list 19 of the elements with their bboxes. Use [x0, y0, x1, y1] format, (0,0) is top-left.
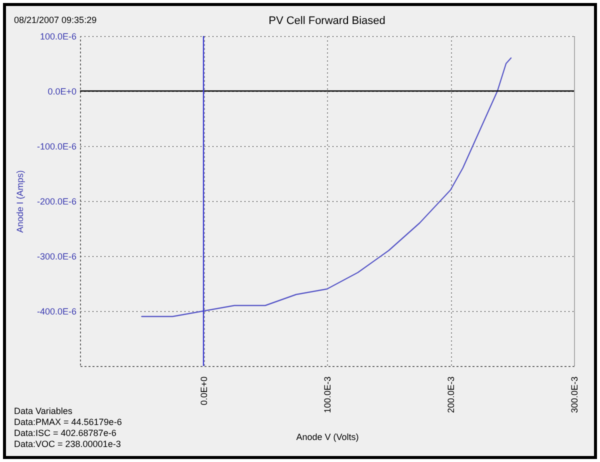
y-tick-label: -300.0E-6 [36, 252, 76, 262]
line-series [141, 57, 512, 318]
y-tick-label: 0.0E+0 [48, 86, 76, 96]
chart-title: PV Cell Forward Biased [268, 15, 386, 27]
text: Data:PMAX = 44.56179e-6 [14, 417, 122, 428]
x-tick-label: 100.0E-3 [322, 376, 332, 414]
y-tick-label: 100.0E-6 [40, 32, 76, 42]
x-axis-title: Anode V (Volts) [296, 432, 359, 442]
text: 08/21/2007 09:35:29 [14, 15, 97, 26]
text: Data:ISC = 402.68787e-6 [14, 428, 116, 439]
text: Data Variables [14, 406, 72, 417]
y-axis-title: Anode I (Amps) [14, 170, 25, 233]
x-tick-label: 300.0E-3 [570, 376, 580, 414]
y-tick-label: -200.0E-6 [36, 196, 76, 206]
text: Data:VOC = 238.00001e-3 [14, 439, 121, 450]
y-tick-label: -100.0E-6 [36, 142, 76, 152]
y-tick-label: -400.0E-6 [36, 306, 76, 316]
x-tick-label: 0.0E+0 [199, 376, 209, 406]
x-tick-label: 200.0E-3 [446, 376, 456, 414]
